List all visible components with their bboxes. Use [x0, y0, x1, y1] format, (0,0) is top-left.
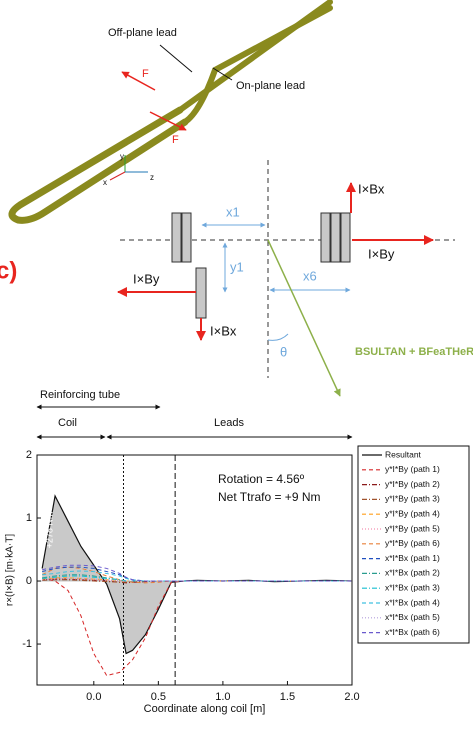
legend-label: x*I*Bx (path 6)	[385, 627, 440, 637]
legend-label: x*I*Bx (path 4)	[385, 597, 440, 607]
label: z	[150, 173, 154, 182]
x-tick-label: 2.0	[344, 691, 359, 703]
figure: Off-plane lead On-plane lead F F y x z c…	[0, 0, 473, 731]
legend-label: Resultant	[385, 449, 422, 459]
conductors	[172, 213, 350, 318]
area	[42, 496, 171, 654]
legend: Resultant y*I*By (path 1) y*I*By (path 2) y…	[358, 446, 469, 643]
y-tick-label: 1	[26, 512, 32, 524]
force-arrow	[122, 72, 155, 90]
x-axis-label: Coordinate along coil [m]	[144, 703, 266, 715]
x-tick-label: 1.5	[280, 691, 295, 703]
annotation: Rotation = 4.56º	[218, 472, 305, 486]
legend-label: y*I*By (path 5)	[385, 523, 440, 533]
x-tick-label: 0.0	[86, 691, 101, 703]
legend-label: y*I*By (path 2)	[385, 479, 440, 489]
label: Coil	[58, 417, 77, 429]
label: I×By	[368, 246, 395, 261]
x-tick-label: 0.5	[151, 691, 166, 703]
label: θ	[280, 344, 287, 359]
y-axis-label: r×(I×B) [m·kA·T]	[5, 534, 16, 606]
coil-loop	[12, 110, 185, 220]
label: Leads	[214, 417, 244, 429]
page: {"figure": { "off_plane_lead": "Off-plan…	[0, 0, 473, 731]
label: x6	[303, 268, 317, 283]
y-tick-label: 0	[26, 575, 32, 587]
panel-label: c)	[0, 257, 17, 284]
label: x	[103, 178, 107, 187]
pointer	[160, 45, 192, 72]
legend-label: x*I*Bx (path 2)	[385, 568, 440, 578]
series-line	[42, 578, 352, 676]
label: y	[120, 152, 124, 161]
angle-arc	[268, 334, 288, 340]
legend-label: x*I*Bx (path 3)	[385, 582, 440, 592]
legend-label: x*I*Bx (path 5)	[385, 612, 440, 622]
label: I×Bx	[358, 181, 385, 196]
legend-label: y*I*By (path 3)	[385, 494, 440, 504]
legend-label: y*I*By (path 6)	[385, 538, 440, 548]
label: BSULTAN + BFeaTHeR	[355, 346, 473, 358]
label: Off-plane lead	[108, 27, 177, 39]
y-tick-label: 2	[26, 449, 32, 461]
label: Reinforcing tube	[40, 389, 120, 401]
lead	[185, 8, 330, 122]
legend-label: x*I*Bx (path 1)	[385, 553, 440, 563]
field-arrow	[268, 240, 340, 396]
y-tick-label: -1	[22, 638, 32, 650]
area-label: +278 Nm	[44, 512, 54, 549]
label: F	[142, 68, 149, 80]
x-tick-label: 1.0	[215, 691, 230, 703]
chart: 0.0 0.5 1.0 1.5 2.0 -1 0 1 2 Coordinate along coi…	[5, 446, 469, 715]
label: y1	[230, 259, 244, 274]
label: On-plane lead	[236, 80, 305, 92]
legend-label: y*I*By (path 1)	[385, 464, 440, 474]
annotation: Net Ttrafo = +9 Nm	[218, 490, 321, 504]
label: F	[172, 134, 179, 146]
label: x1	[226, 204, 240, 219]
axis	[110, 172, 125, 180]
area-label: 274 Nm	[197, 582, 211, 615]
legend-label: y*I*By (path 4)	[385, 508, 440, 518]
label: I×By	[133, 271, 160, 286]
label: I×Bx	[210, 323, 237, 338]
